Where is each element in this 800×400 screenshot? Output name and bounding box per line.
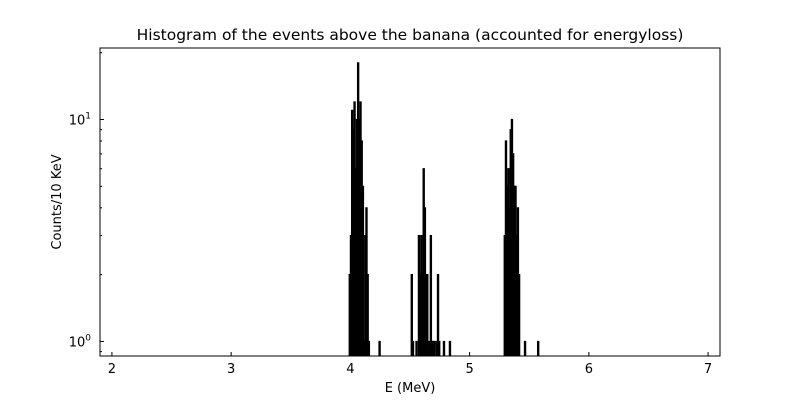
histogram-bin — [523, 340, 527, 356]
y-axis-label: Counts/10 KeV — [50, 154, 65, 249]
histogram-bin — [536, 340, 540, 356]
histogram-series — [348, 62, 540, 356]
histogram-bin — [442, 340, 446, 356]
x-tick-label: 7 — [704, 362, 712, 377]
histogram-bin — [411, 340, 415, 356]
histogram-bin — [378, 340, 381, 356]
histogram-bin — [429, 234, 433, 356]
histogram-bin — [367, 340, 371, 356]
histogram-bin — [415, 340, 418, 356]
x-tick-label: 3 — [227, 362, 235, 377]
histogram-bin — [517, 274, 521, 356]
histogram-bin — [448, 340, 452, 356]
plot-frame — [99, 47, 721, 357]
histogram-bin — [366, 274, 369, 356]
x-axis-label: E (MeV) — [385, 381, 436, 396]
x-axis-ticks: 2 3 4 5 6 7 — [108, 352, 712, 377]
x-tick-label: 6 — [585, 362, 593, 377]
y-axis-ticks: 100 101 — [69, 52, 104, 353]
x-tick-label: 5 — [465, 362, 473, 377]
y-tick-label: 100 — [69, 333, 92, 350]
histogram-bin — [436, 274, 440, 356]
histogram-bin — [410, 274, 413, 356]
y-tick-label: 101 — [69, 112, 91, 129]
x-tick-label: 2 — [108, 362, 116, 377]
histogram-bin — [426, 274, 429, 356]
histogram-bin — [438, 340, 441, 356]
histogram-bin — [361, 185, 365, 356]
x-tick-label: 4 — [346, 362, 354, 377]
histogram-bin — [433, 340, 436, 356]
chart-title: Histogram of the events above the banana… — [137, 26, 684, 44]
